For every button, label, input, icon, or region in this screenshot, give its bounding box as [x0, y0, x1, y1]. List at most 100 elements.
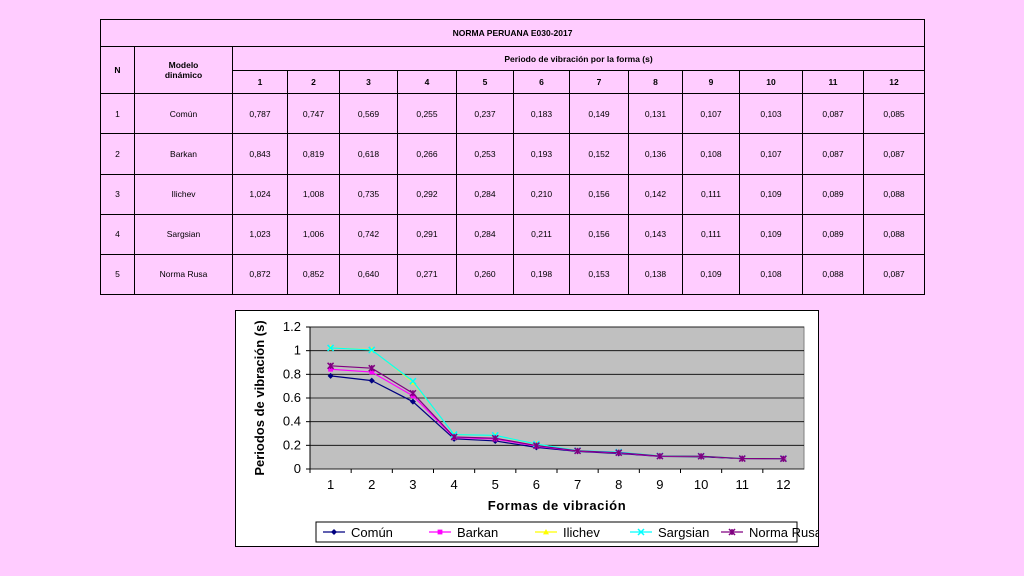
period-cell: 0,292: [397, 173, 457, 215]
data-point: [368, 377, 375, 384]
mode-number-row: 1 2 3 4 5 6 7 8 9 10 11 12: [101, 70, 926, 95]
period-cell: 0,569: [339, 93, 398, 135]
period-cell: 0,742: [339, 213, 398, 255]
table-row: 4 Sargsian 1,023 1,006 0,742 0,291 0,284 0,211 0…: [100, 213, 926, 255]
period-cell: 0,088: [862, 173, 926, 215]
period-cell: 0,143: [628, 213, 683, 255]
mode-number-1: 1: [232, 70, 288, 95]
legend-label: Norma Rusa: [749, 525, 819, 540]
legend-label: Ilichev: [563, 525, 600, 540]
period-chart: 00.20.40.60.811.2 1 2 3 4 5 6 7 8 9 10 11 12 Period…: [235, 310, 819, 547]
period-cell: 0,271: [397, 253, 457, 296]
table-row: 3 Ilichev 1,024 1,008 0,735 0,292 0,284 0,210 0,…: [100, 173, 926, 215]
x-tick-label: 11: [736, 477, 750, 492]
row-model: Común: [134, 93, 233, 135]
period-cell: 0,618: [339, 133, 398, 175]
period-cell: 0,138: [628, 253, 683, 296]
period-cell: 0,253: [456, 133, 514, 175]
period-cell: 0,152: [569, 133, 629, 175]
x-tick-label: 5: [492, 477, 499, 492]
period-cell: 0,819: [287, 133, 340, 175]
header-period: Periodo de vibración por la forma (s): [231, 46, 926, 72]
header-n: N: [100, 46, 135, 95]
period-cell: 0,087: [802, 93, 864, 135]
period-cell: 0,136: [628, 133, 683, 175]
period-cell: 0,142: [628, 173, 683, 215]
period-cell: 0,747: [287, 93, 340, 135]
x-tick-label: 12: [776, 477, 790, 492]
table-title: NORMA PERUANA E030-2017: [99, 18, 926, 48]
data-point: [574, 447, 582, 455]
period-cell: 0,109: [682, 253, 740, 296]
x-tick-label: 8: [615, 477, 622, 492]
table-row: 5 Norma Rusa 0,872 0,852 0,640 0,271 0,260 0,19…: [100, 253, 926, 296]
data-point: [368, 364, 376, 372]
period-cell: 0,109: [739, 213, 803, 255]
data-point: [697, 452, 705, 460]
data-point: [738, 455, 746, 463]
x-tick-label: 2: [368, 477, 375, 492]
mode-number-2: 2: [287, 70, 340, 95]
period-cell: 0,640: [339, 253, 398, 296]
period-cell: 0,787: [232, 93, 288, 135]
results-table: NORMA PERUANA E030-2017 N Modelo dinámic…: [99, 18, 926, 296]
legend-label: Sargsian: [658, 525, 709, 540]
x-tick-label: 4: [450, 477, 457, 492]
y-tick-labels: 0 0.2 0.4 0.6 0.8 1 1.2: [283, 319, 311, 476]
period-cell: 0,107: [739, 133, 803, 175]
x-tick-label: 10: [694, 477, 708, 492]
period-cell: 0,872: [232, 253, 288, 296]
period-cell: 0,149: [569, 93, 629, 135]
series-line: [330, 365, 784, 460]
y-tick-label: 0: [294, 461, 301, 476]
row-number: 1: [100, 93, 135, 135]
results-table-container: NORMA PERUANA E030-2017 N Modelo dinámic…: [99, 18, 926, 296]
mode-number-3: 3: [339, 70, 398, 95]
period-cell: 0,089: [802, 173, 864, 215]
table-row: 2 Barkan 0,843 0,819 0,618 0,266 0,253 0,193 0,1…: [100, 133, 926, 175]
period-cell: 0,156: [569, 173, 629, 215]
period-cell: 0,087: [862, 253, 926, 296]
data-point: [728, 528, 736, 536]
data-point: [331, 529, 337, 535]
legend-item: Común: [323, 525, 393, 540]
series-layer: [327, 344, 787, 463]
row-model: Sargsian: [134, 213, 233, 255]
y-axis-title: Periodos de vibración (s): [252, 320, 267, 475]
legend-item: Barkan: [429, 525, 498, 540]
data-point: [543, 529, 549, 535]
data-point: [409, 377, 417, 385]
series-4: [327, 362, 787, 463]
period-cell: 0,088: [802, 253, 864, 296]
data-point: [327, 372, 334, 379]
period-cell: 0,852: [287, 253, 340, 296]
period-cell: 0,193: [513, 133, 570, 175]
header-model: Modelo dinámico: [134, 46, 233, 95]
period-cell: 0,111: [682, 213, 740, 255]
mode-number-11: 11: [802, 70, 864, 95]
period-cell: 0,183: [513, 93, 570, 135]
period-cell: 0,260: [456, 253, 514, 296]
period-cell: 1,006: [287, 213, 340, 255]
y-tick-label: 0.6: [283, 390, 301, 405]
legend-item: Ilichev: [535, 525, 600, 540]
legend-label: Común: [351, 525, 393, 540]
data-point: [532, 442, 540, 450]
y-tick-label: 0.8: [283, 366, 301, 381]
period-cell: 0,843: [232, 133, 288, 175]
legend-label: Barkan: [457, 525, 498, 540]
mode-number-6: 6: [513, 70, 570, 95]
y-tick-label: 0.2: [283, 437, 301, 452]
data-point: [437, 529, 443, 535]
period-cell: 0,085: [862, 93, 926, 135]
period-cell: 0,107: [682, 93, 740, 135]
row-model: Ilichev: [134, 173, 233, 215]
legend-item: Norma Rusa: [721, 525, 819, 540]
period-cell: 0,255: [397, 93, 457, 135]
period-cell: 0,109: [739, 173, 803, 215]
mode-number-8: 8: [628, 70, 683, 95]
data-point: [656, 452, 664, 460]
row-number: 4: [100, 213, 135, 255]
period-cell: 0,089: [802, 213, 864, 255]
period-cell: 0,087: [802, 133, 864, 175]
